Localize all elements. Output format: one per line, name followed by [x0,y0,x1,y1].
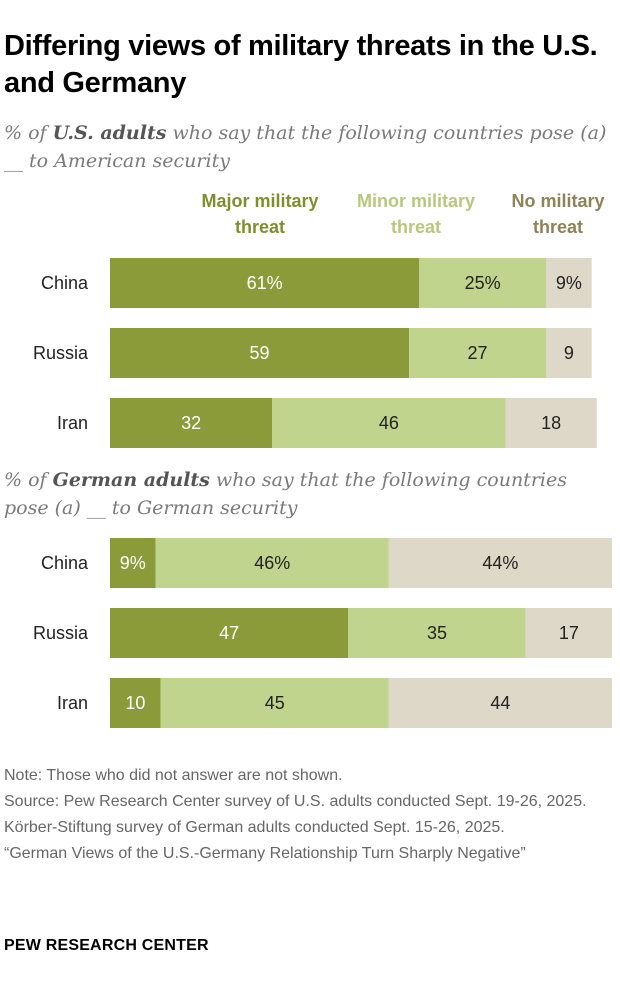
footer-notes: Note: Those who did not answer are not s… [4,763,616,867]
category-label-us-russia: Russia [33,343,89,363]
data-label-de-china-major: 9% [120,553,146,573]
bar-de-iran-none [388,678,612,728]
de-subtitle-pre: % of [4,469,53,491]
data-label-us-china-none: 9% [556,273,582,293]
data-label-de-russia-minor: 35 [427,623,447,643]
bar-us-iran-major [110,398,273,448]
footer-report-title: “German Views of the U.S.-Germany Relati… [4,845,526,862]
data-label-us-russia-minor: 27 [468,343,488,363]
bar-us-china-none [546,258,592,308]
data-label-us-russia-major: 59 [250,343,270,363]
bar-de-russia-major [110,608,349,658]
data-label-de-russia-none: 17 [559,623,579,643]
category-label-de-china: China [41,553,89,573]
chart-title: Differing views of military threats in t… [4,30,598,99]
pew-logo-text: PEW RESEARCH CENTER [4,937,209,954]
data-label-us-iran-none: 18 [541,413,561,433]
bar-us-russia-major [110,328,410,378]
bar-us-russia-minor [409,328,547,378]
legend-none: No military threat [511,191,605,237]
data-label-de-china-none: 44% [482,553,518,573]
category-label-de-iran: Iran [57,693,88,713]
legend-minor: Minor military threat [356,191,476,237]
bar-de-russia-none [525,608,612,658]
category-label-us-iran: Iran [57,413,88,433]
bar-us-iran-none [505,398,597,448]
category-label-us-china: China [41,273,89,293]
bar-us-russia-none [546,328,592,378]
data-label-us-china-minor: 25% [465,273,501,293]
bar-us-china-minor [419,258,547,308]
data-label-de-russia-major: 47 [219,623,239,643]
bar-us-iran-minor [272,398,506,448]
category-label-de-russia: Russia [33,623,89,643]
bar-us-china-major [110,258,420,308]
bar-de-china-major [110,538,156,588]
de-subtitle: % of German adults who say that the foll… [4,466,616,522]
data-label-us-russia-none: 9 [564,343,574,363]
data-label-us-iran-minor: 46 [379,413,399,433]
footer-source: Source: Pew Research Center survey of U.… [4,793,587,836]
data-label-us-iran-major: 32 [181,413,201,433]
de-subtitle-post: who say that the following countries pos… [4,469,567,519]
legend-major: Major military threat [201,191,319,237]
bar-de-china-none [388,538,612,588]
us-subtitle-bold: U.S. adults [52,122,167,144]
footer-note: Note: Those who did not answer are not s… [4,767,343,784]
data-label-de-iran-major: 10 [125,693,145,713]
bar-de-iran-major [110,678,161,728]
data-label-de-china-minor: 46% [254,553,290,573]
us-subtitle: % of U.S. adults who say that the follow… [4,119,616,175]
bar-de-iran-minor [160,678,389,728]
de-subtitle-bold: German adults [52,469,210,491]
bar-de-china-minor [155,538,389,588]
data-label-us-china-major: 61% [247,273,283,293]
data-label-de-iran-minor: 45 [265,693,285,713]
us-subtitle-post: who say that the following countries pos… [4,122,607,172]
data-label-de-iran-none: 44 [490,693,510,713]
bar-de-russia-minor [348,608,526,658]
us-subtitle-pre: % of [4,122,53,144]
